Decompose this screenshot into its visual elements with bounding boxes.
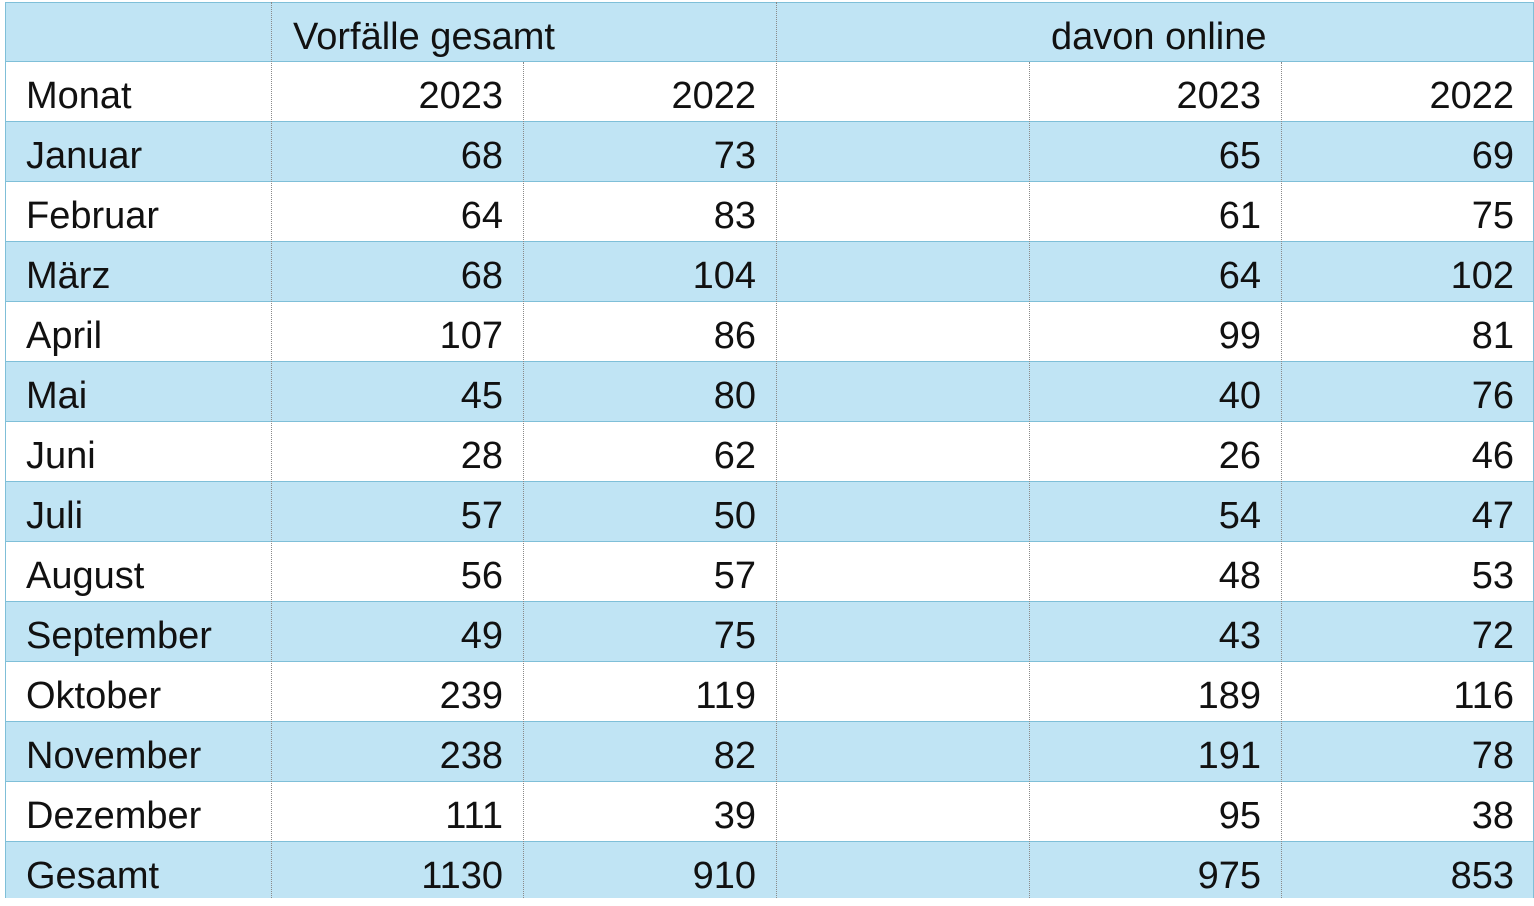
- total-2022-cell: 119: [695, 675, 756, 717]
- total-2022-cell: 62: [713, 435, 756, 477]
- total-label-cell: Gesamt: [26, 855, 160, 897]
- total-2022-cell: 80: [713, 375, 756, 417]
- column-header-online-2022: 2022: [1429, 75, 1514, 117]
- month-cell: Mai: [26, 375, 88, 417]
- online-2023-cell: 64: [1218, 255, 1261, 297]
- month-cell: Oktober: [26, 675, 162, 717]
- incident-table: Vorfälle gesamt davon online Monat 2023 …: [5, 2, 1534, 898]
- total-2022-cell: 83: [713, 195, 756, 237]
- column-divider: [1281, 62, 1282, 898]
- online-2023-cell: 95: [1218, 795, 1261, 837]
- online-2023-cell: 40: [1218, 375, 1261, 417]
- column-divider: [523, 62, 524, 898]
- month-cell: März: [26, 255, 111, 297]
- table-row: August 56 57 48 53: [5, 542, 1534, 602]
- grand-online-2022-cell: 853: [1450, 855, 1514, 897]
- month-cell: November: [26, 735, 202, 777]
- month-cell: September: [26, 615, 212, 657]
- online-2022-cell: 47: [1471, 495, 1514, 537]
- column-header-month: Monat: [26, 75, 132, 117]
- table-row: Mai 45 80 40 76: [5, 362, 1534, 422]
- table-row: Juli 57 50 54 47: [5, 482, 1534, 542]
- table-row: Juni 28 62 26 46: [5, 422, 1534, 482]
- table-row: Februar 64 83 61 75: [5, 182, 1534, 242]
- total-2023-cell: 68: [460, 135, 503, 177]
- online-2023-cell: 65: [1218, 135, 1261, 177]
- online-2022-cell: 81: [1471, 315, 1514, 357]
- total-2022-cell: 75: [713, 615, 756, 657]
- total-2023-cell: 68: [460, 255, 503, 297]
- table-row: Oktober 239 119 189 116: [5, 662, 1534, 722]
- total-2023-cell: 49: [460, 615, 503, 657]
- month-cell: Juni: [26, 435, 96, 477]
- column-divider: [271, 2, 272, 898]
- group-header-online: davon online: [1051, 16, 1267, 58]
- month-cell: April: [26, 315, 103, 357]
- total-2022-cell: 39: [713, 795, 756, 837]
- month-cell: Juli: [26, 495, 84, 537]
- grand-online-2023-cell: 975: [1197, 855, 1261, 897]
- total-2022-cell: 73: [713, 135, 756, 177]
- online-2023-cell: 54: [1218, 495, 1261, 537]
- online-2022-cell: 72: [1471, 615, 1514, 657]
- total-2022-cell: 104: [692, 255, 756, 297]
- total-2023-cell: 238: [439, 735, 503, 777]
- month-cell: Februar: [26, 195, 160, 237]
- column-divider: [1029, 62, 1030, 898]
- total-2023-cell: 64: [460, 195, 503, 237]
- column-divider: [776, 2, 777, 898]
- online-2022-cell: 78: [1471, 735, 1514, 777]
- total-2023-cell: 56: [460, 555, 503, 597]
- online-2022-cell: 102: [1450, 255, 1514, 297]
- online-2022-cell: 69: [1471, 135, 1514, 177]
- online-2022-cell: 75: [1471, 195, 1514, 237]
- total-2023-cell: 239: [439, 675, 503, 717]
- total-2022-cell: 82: [713, 735, 756, 777]
- online-2023-cell: 48: [1218, 555, 1261, 597]
- online-2023-cell: 61: [1218, 195, 1261, 237]
- grand-total-2023-cell: 1130: [421, 855, 503, 897]
- table-row: Dezember 111 39 95 38: [5, 782, 1534, 842]
- table-row: September 49 75 43 72: [5, 602, 1534, 662]
- month-cell: August: [26, 555, 145, 597]
- grand-total-2022-cell: 910: [692, 855, 756, 897]
- table-row: Januar 68 73 65 69: [5, 122, 1534, 182]
- table-row: November 238 82 191 78: [5, 722, 1534, 782]
- empty-cell: [776, 62, 1029, 122]
- online-2023-cell: 99: [1218, 315, 1261, 357]
- online-2023-cell: 43: [1218, 615, 1261, 657]
- total-2023-cell: 45: [460, 375, 503, 417]
- total-2023-cell: 107: [439, 315, 503, 357]
- total-2022-cell: 50: [713, 495, 756, 537]
- online-2022-cell: 38: [1471, 795, 1514, 837]
- online-2023-cell: 26: [1218, 435, 1261, 477]
- table-row: März 68 104 64 102: [5, 242, 1534, 302]
- column-header-total-2023: 2023: [418, 75, 503, 117]
- online-2023-cell: 189: [1197, 675, 1261, 717]
- total-2023-cell: 57: [460, 495, 503, 537]
- online-2022-cell: 76: [1471, 375, 1514, 417]
- table-row: April 107 86 99 81: [5, 302, 1534, 362]
- total-2023-cell: 28: [460, 435, 503, 477]
- month-cell: Januar: [26, 135, 143, 177]
- table-total-row: Gesamt 1130 910 975 853: [5, 842, 1534, 898]
- total-2022-cell: 86: [713, 315, 756, 357]
- total-2022-cell: 57: [713, 555, 756, 597]
- month-cell: Dezember: [26, 795, 202, 837]
- online-2023-cell: 191: [1197, 735, 1261, 777]
- online-2022-cell: 116: [1453, 675, 1514, 717]
- group-header-total: Vorfälle gesamt: [293, 16, 555, 58]
- column-header-online-2023: 2023: [1176, 75, 1261, 117]
- online-2022-cell: 46: [1471, 435, 1514, 477]
- online-2022-cell: 53: [1471, 555, 1514, 597]
- column-header-total-2022: 2022: [671, 75, 756, 117]
- table-column-header-row: Monat 2023 2022 2023 2022: [5, 62, 1534, 122]
- total-2023-cell: 111: [445, 795, 503, 837]
- table-group-header-row: Vorfälle gesamt davon online: [5, 2, 1534, 62]
